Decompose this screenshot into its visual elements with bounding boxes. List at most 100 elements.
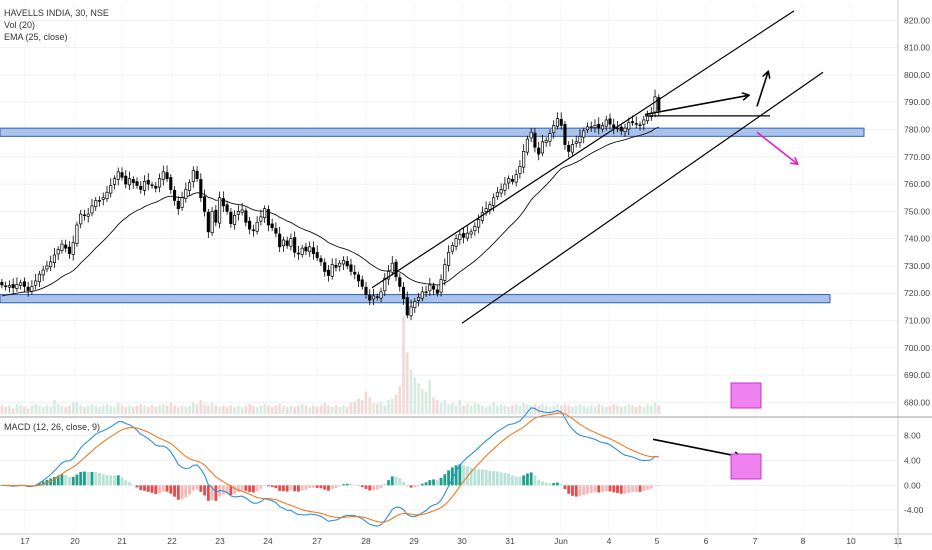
legend-volume[interactable]: Vol (20) [4,20,36,30]
volume-bar [503,405,507,414]
macd-histogram-bar [281,485,285,492]
candle-body [510,179,514,182]
time-tick-label: 4 [607,536,612,546]
candle-body [315,252,319,259]
candle-body [319,258,323,263]
candle-body [105,191,109,199]
volume-bar [424,391,428,414]
candle-body [386,271,391,280]
volume-bar [71,402,75,414]
volume-bar [105,404,109,414]
candle-body [570,144,575,153]
macd-histogram-bar [402,481,405,486]
volume-bar [469,405,473,414]
macd-histogram-bar [146,485,150,492]
candle-body [135,181,139,186]
candle-body [450,245,454,252]
macd-histogram-bar [567,485,571,494]
candle-body [458,234,462,240]
macd-histogram-bar [616,485,619,493]
candle-body [311,247,315,255]
macd-histogram-bar [94,471,98,486]
volume-bar [312,405,315,414]
macd-histogram-bar [582,485,586,496]
macd-histogram-bar [597,485,601,493]
volume-bar [514,404,518,414]
macd-histogram-bar [608,485,612,492]
macd-histogram-bar [450,467,454,486]
legend-symbol[interactable]: HAVELLS INDIA, 30, NSE [4,8,109,18]
macd-histogram-bar [158,485,161,494]
candle-body [518,165,522,174]
legend-macd[interactable]: MACD (12, 26, close, 9) [4,422,101,432]
volume-bar [511,405,514,414]
channel-upper-line [371,10,795,289]
volume-bar [608,405,612,414]
macd-histogram-bar [203,485,207,496]
macd-histogram-bar [604,485,608,492]
macd-histogram-bar [191,485,195,491]
candle-body [645,115,650,122]
candle-body [627,122,631,130]
volume-bar [263,404,266,414]
macd-histogram-bar [139,485,143,491]
candle-body [270,223,274,229]
macd-tick-label: 8.00 [904,431,921,441]
macd-histogram-bar [83,471,86,486]
candle-body [109,185,113,194]
volume-bar [270,407,274,414]
macd-histogram-bar [372,485,375,491]
volume-bar [101,405,105,414]
candle-body [375,296,379,298]
volume-bar [143,405,146,414]
volume-bar [642,407,646,414]
macd-histogram-bar [184,485,188,498]
volume-bar [597,404,601,414]
volume-bar [526,404,529,414]
volume-bar [11,408,15,414]
volume-bar [60,405,64,414]
macd-histogram-bar [533,475,537,486]
time-tick-label: 28 [361,536,371,546]
candle-body [567,144,571,152]
macd-histogram-bar [327,485,330,491]
volume-bar [8,405,11,414]
time-tick-label: 8 [801,536,806,546]
candle-body [150,184,154,187]
macd-histogram-bar [447,470,451,486]
macd-histogram-bar [518,476,522,486]
volume-bar [619,407,623,414]
volume-bar [349,402,353,414]
volume-bar [559,405,563,414]
volume-bar [285,407,289,414]
volume-bar [390,398,394,414]
candle-body [244,210,248,223]
candle-body [173,190,177,201]
macd-histogram-bar [285,485,289,492]
macd-histogram-bar [469,467,473,486]
macd-histogram-bar [195,485,199,490]
macd-histogram-bar [206,485,210,501]
volume-bar [612,404,616,414]
volume-bar [75,401,79,414]
volume-bar [68,405,71,414]
volume-bar [484,407,488,414]
volume-bar [544,405,548,414]
macd-histogram-bar [312,485,315,488]
macd-histogram-bar [657,485,661,486]
macd-histogram-bar [64,474,68,486]
volume-bar [518,405,522,414]
candle-body [537,147,541,155]
legend-ema[interactable]: EMA (25, close) [4,32,68,42]
volume-bar [237,405,240,414]
volume-bar [417,383,420,414]
volume-bar [488,405,492,414]
candle-body [608,118,612,125]
volume-bar [79,405,83,414]
macd-histogram-bar [462,465,466,486]
trend-drawings[interactable] [371,10,824,409]
price-tick-label: 800.00 [904,70,930,80]
macd-histogram-bar [360,485,364,488]
time-tick-label: 20 [70,536,80,546]
